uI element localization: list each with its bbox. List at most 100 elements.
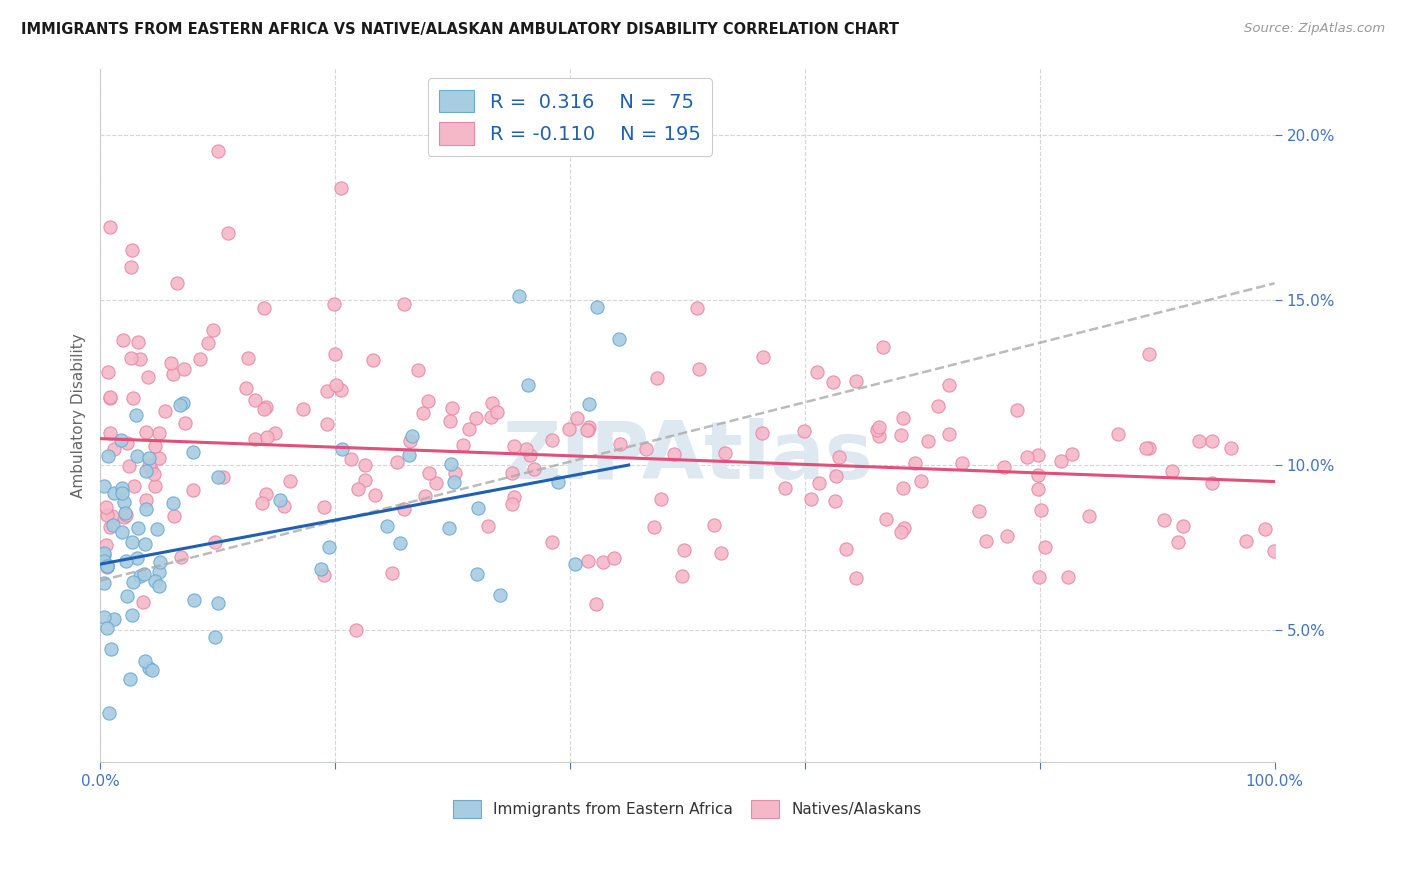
Point: [93, 549, 115, 563]
Point: [217, 227, 239, 241]
Point: [330, 181, 353, 195]
Point: [361, 353, 384, 368]
Point: [256, 430, 278, 444]
Point: [465, 566, 488, 581]
Point: [170, 550, 193, 565]
Point: [485, 404, 508, 418]
Point: [952, 456, 974, 470]
Point: [325, 378, 347, 392]
Point: [100, 642, 122, 657]
Point: [917, 434, 939, 448]
Point: [129, 568, 152, 582]
Point: [607, 332, 630, 346]
Point: [394, 296, 416, 310]
Point: [967, 504, 990, 518]
Point: [540, 433, 562, 447]
Point: [115, 589, 138, 603]
Point: [93, 554, 115, 568]
Point: [751, 425, 773, 440]
Point: [292, 401, 315, 416]
Point: [243, 433, 266, 447]
Point: [464, 410, 486, 425]
Point: [98, 220, 121, 235]
Point: [254, 487, 277, 501]
Point: [516, 378, 538, 392]
Point: [523, 462, 546, 476]
Point: [197, 335, 219, 350]
Point: [344, 624, 367, 638]
Point: [121, 608, 143, 623]
Point: [1234, 534, 1257, 549]
Point: [316, 384, 339, 398]
Point: [891, 481, 914, 495]
Point: [825, 468, 848, 483]
Point: [101, 508, 124, 523]
Point: [347, 482, 370, 496]
Point: [1050, 454, 1073, 468]
Point: [322, 296, 344, 310]
Point: [173, 361, 195, 376]
Point: [578, 397, 600, 411]
Point: [253, 301, 276, 315]
Point: [122, 391, 145, 405]
Point: [111, 524, 134, 539]
Point: [148, 579, 170, 593]
Point: [793, 424, 815, 438]
Point: [110, 433, 132, 447]
Point: [204, 535, 226, 549]
Point: [576, 423, 599, 437]
Point: [96, 560, 118, 574]
Point: [143, 574, 166, 588]
Point: [440, 401, 463, 415]
Point: [1153, 513, 1175, 527]
Point: [401, 429, 423, 443]
Point: [111, 485, 134, 500]
Point: [120, 260, 142, 274]
Point: [1137, 346, 1160, 360]
Point: [389, 536, 412, 550]
Point: [807, 475, 830, 490]
Point: [997, 529, 1019, 543]
Point: [890, 524, 912, 539]
Point: [103, 486, 125, 500]
Point: [162, 496, 184, 510]
Point: [136, 369, 159, 384]
Point: [714, 446, 737, 460]
Point: [974, 534, 997, 549]
Point: [101, 518, 124, 533]
Point: [122, 479, 145, 493]
Point: [1029, 503, 1052, 517]
Point: [100, 520, 122, 534]
Point: [174, 416, 197, 430]
Point: [609, 437, 631, 451]
Point: [1171, 519, 1194, 533]
Point: [181, 445, 204, 459]
Point: [172, 396, 194, 410]
Point: [481, 396, 503, 410]
Point: [96, 559, 118, 574]
Point: [477, 518, 499, 533]
Point: [243, 393, 266, 408]
Point: [149, 555, 172, 569]
Point: [202, 323, 225, 337]
Point: [903, 456, 925, 470]
Point: [134, 537, 156, 551]
Point: [112, 510, 135, 524]
Point: [148, 426, 170, 441]
Point: [114, 506, 136, 520]
Point: [673, 543, 696, 558]
Point: [354, 473, 377, 487]
Point: [141, 462, 163, 476]
Point: [866, 424, 889, 438]
Point: [845, 374, 868, 388]
Point: [650, 491, 672, 506]
Point: [354, 458, 377, 472]
Point: [444, 466, 467, 480]
Point: [1028, 570, 1050, 584]
Point: [502, 490, 524, 504]
Point: [135, 425, 157, 439]
Point: [467, 500, 489, 515]
Point: [418, 466, 440, 480]
Point: [278, 474, 301, 488]
Point: [309, 562, 332, 576]
